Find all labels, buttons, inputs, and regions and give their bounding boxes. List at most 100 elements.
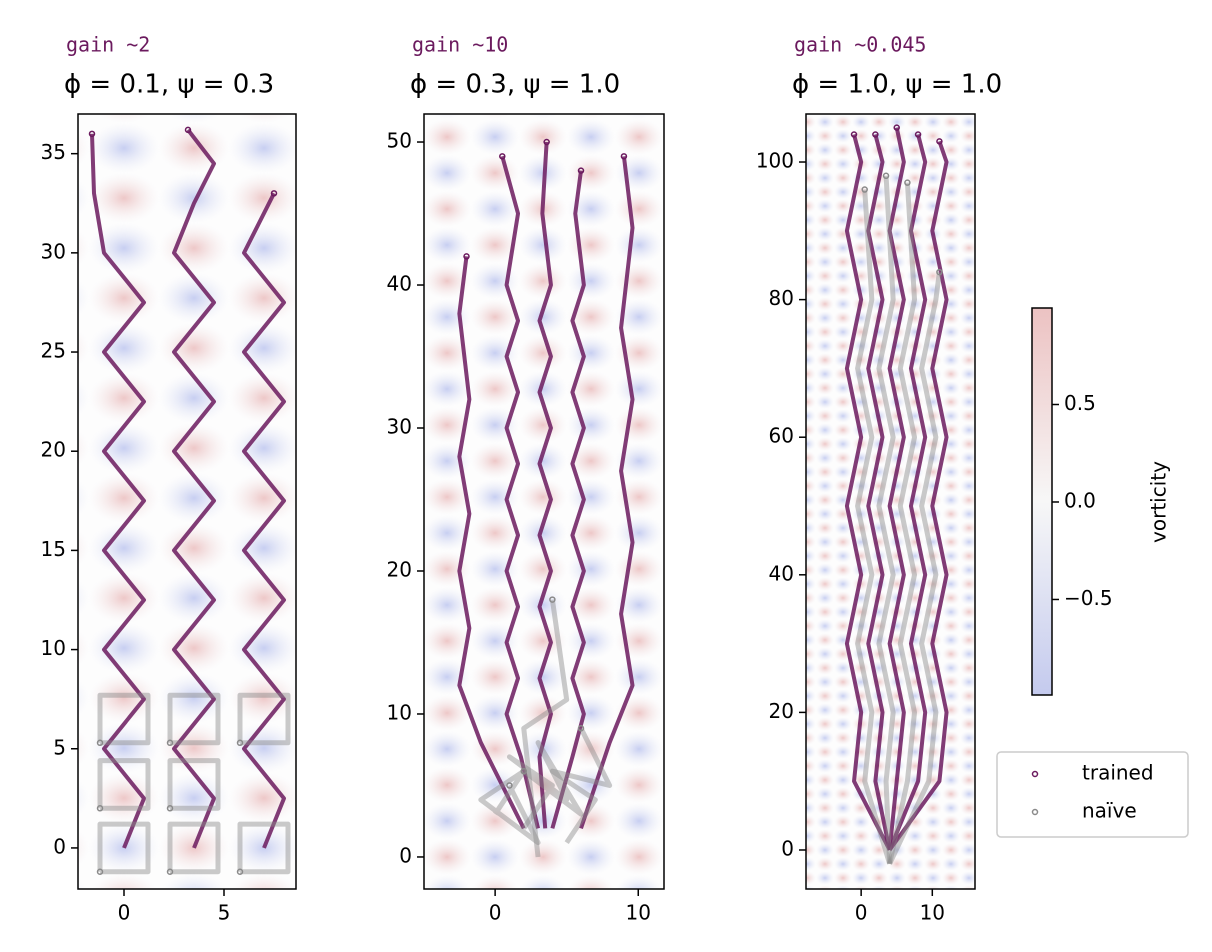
trajectory	[855, 189, 893, 865]
trajectory	[887, 140, 949, 852]
trajectory	[237, 692, 291, 746]
chart-title: ϕ = 0.1, ψ = 0.3	[64, 70, 274, 100]
endpoint	[850, 131, 858, 138]
y-tick-label: 100	[756, 149, 794, 173]
y-tick-label: 10	[387, 700, 412, 724]
endpoint	[520, 767, 527, 775]
series	[457, 138, 635, 830]
y-tick-label: 20	[769, 699, 794, 723]
legend-label: trained	[1082, 761, 1154, 785]
trajectory	[887, 271, 942, 865]
trajectory	[97, 692, 151, 746]
plot-area	[457, 138, 635, 858]
annotation: gain ~2	[66, 33, 150, 57]
endpoint	[914, 131, 922, 138]
endpoint	[577, 167, 585, 174]
trajectory	[167, 821, 221, 875]
endpoint	[184, 126, 192, 134]
x-tick-label: 10	[626, 901, 651, 925]
trajectory	[887, 127, 906, 851]
endpoint	[96, 739, 104, 747]
trajectory	[887, 182, 918, 865]
endpoint	[577, 725, 585, 732]
x-tick-label: 0	[855, 901, 868, 925]
endpoint	[463, 253, 470, 260]
series	[478, 596, 613, 858]
endpoint	[904, 179, 911, 186]
endpoint	[166, 739, 174, 747]
y-tick-label: 35	[41, 140, 66, 164]
trajectory	[167, 758, 221, 811]
colorbar-tick-label: −0.5	[1064, 586, 1113, 610]
y-tick-label: 0	[53, 834, 66, 858]
legend: trained naïve	[996, 751, 1189, 838]
y-tick-label: 30	[41, 239, 66, 263]
legend-marker	[1031, 808, 1039, 816]
endpoint	[236, 868, 244, 875]
y-tick-label: 40	[769, 561, 794, 585]
endpoint	[236, 739, 244, 747]
plot-area	[844, 124, 949, 865]
y-tick-label: 0	[399, 843, 412, 867]
colorbar-label: vorticity	[1147, 461, 1171, 543]
endpoint	[882, 172, 890, 180]
x-tick-label: 10	[920, 901, 945, 925]
series	[844, 124, 949, 852]
trajectory	[866, 134, 892, 851]
trajectory	[237, 821, 291, 875]
y-tick-label: 20	[387, 557, 412, 581]
chart-title: ϕ = 0.3, ψ = 1.0	[410, 70, 620, 100]
x-tick-label: 5	[218, 901, 231, 925]
y-tick-label: 40	[387, 272, 412, 296]
trajectory	[457, 256, 526, 830]
y-tick-label: 0	[781, 836, 794, 860]
endpoint	[96, 868, 104, 875]
trajectory	[97, 758, 151, 811]
endpoint	[270, 190, 278, 197]
trajectory	[537, 141, 553, 829]
legend-box	[996, 751, 1189, 838]
trajectory	[242, 192, 286, 849]
trajectory	[500, 155, 541, 829]
legend-marker	[1031, 770, 1039, 778]
endpoint	[861, 186, 868, 193]
trajectory	[579, 156, 635, 830]
trajectory	[167, 692, 221, 746]
trajectory	[887, 134, 928, 851]
series	[855, 172, 943, 865]
y-tick-label: 80	[769, 286, 794, 310]
trajectory	[172, 128, 216, 849]
trajectory	[844, 134, 892, 851]
legend-label: naïve	[1082, 799, 1137, 823]
endpoint	[620, 153, 628, 160]
trajectory	[550, 170, 586, 829]
y-tick-label: 15	[41, 537, 66, 561]
y-tick-label: 30	[387, 415, 412, 439]
trajectory	[549, 727, 613, 845]
endpoint	[166, 868, 174, 875]
endpoint	[166, 805, 174, 812]
endpoint	[88, 130, 96, 138]
trajectory	[521, 599, 570, 858]
x-tick-label: 0	[489, 901, 502, 925]
endpoint	[893, 124, 900, 131]
trajectory	[97, 821, 151, 875]
colorbar-tick-label: 0.0	[1064, 488, 1096, 512]
endpoint	[543, 138, 550, 146]
axes-frame	[805, 113, 976, 890]
y-tick-label: 5	[53, 735, 66, 759]
y-tick-label: 10	[41, 636, 66, 660]
y-tick-label: 50	[387, 129, 412, 153]
series	[96, 692, 291, 875]
trajectory	[876, 175, 896, 864]
chart-title: ϕ = 1.0, ψ = 1.0	[792, 70, 1002, 100]
trajectory	[478, 768, 541, 846]
plot-area	[88, 126, 291, 875]
y-tick-label: 25	[41, 339, 66, 363]
endpoint	[936, 268, 943, 276]
endpoint	[499, 153, 506, 160]
endpoint	[872, 131, 879, 138]
trajectory	[90, 133, 146, 849]
axes-frame	[423, 113, 665, 890]
